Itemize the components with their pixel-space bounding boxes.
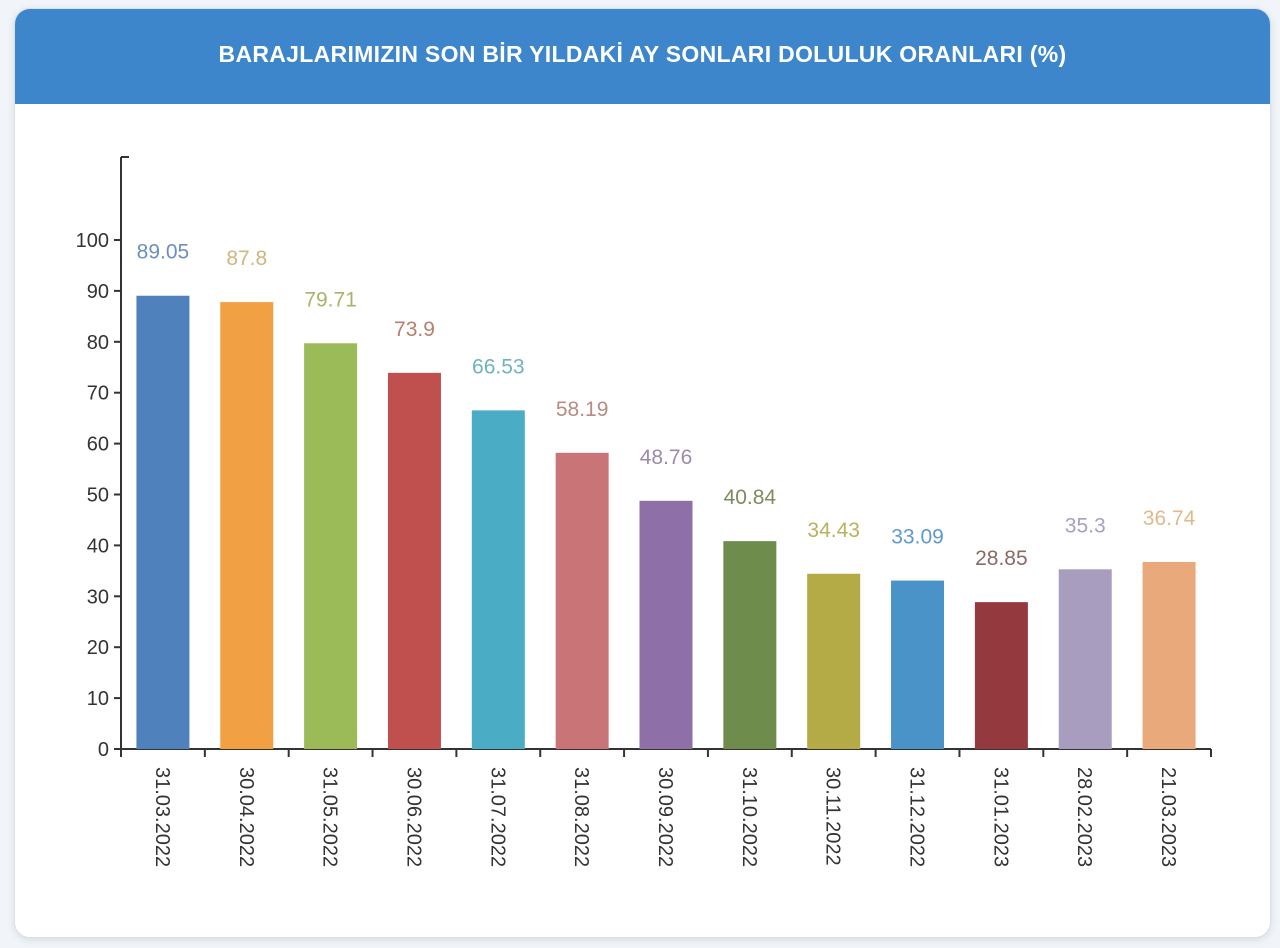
x-tick-label: 31.12.2022: [906, 767, 928, 867]
x-tick-label: 28.02.2023: [1073, 767, 1095, 867]
y-tick-label: 0: [98, 739, 109, 761]
x-tick-label: 21.03.2023: [1157, 767, 1179, 867]
x-tick-label: 30.06.2022: [402, 767, 424, 867]
data-label: 58.19: [556, 398, 609, 421]
y-tick-label: 20: [87, 637, 109, 659]
data-label: 87.8: [226, 247, 267, 270]
y-tick-label: 80: [87, 332, 109, 354]
x-tick-label: 31.01.2023: [989, 767, 1011, 867]
data-label: 89.05: [137, 241, 190, 264]
data-label: 73.9: [394, 318, 435, 341]
x-tick-label: 30.11.2022: [822, 767, 844, 866]
x-tick-label: 31.07.2022: [486, 767, 508, 867]
bar: [639, 500, 693, 749]
x-tick-label: 30.04.2022: [235, 767, 257, 867]
y-tick-label: 100: [76, 230, 109, 252]
data-label: 33.09: [891, 526, 944, 549]
bar: [723, 541, 777, 749]
chart-header: BARAJLARIMIZIN SON BİR YILDAKİ AY SONLAR…: [15, 9, 1270, 104]
x-tick-label: 31.10.2022: [738, 767, 760, 867]
y-tick-label: 30: [87, 586, 109, 608]
y-tick-label: 90: [87, 281, 109, 303]
data-label: 66.53: [472, 355, 525, 378]
data-label: 79.71: [304, 288, 357, 311]
bar: [471, 410, 525, 749]
data-label: 40.84: [724, 486, 777, 509]
bar-chart: 0 10 20 30 40 50 60 70 80 90 100 89.05 31.03.2022 87.…: [76, 156, 1212, 867]
bar: [891, 580, 945, 749]
x-tick-label: 31.08.2022: [570, 767, 592, 867]
bar: [387, 372, 441, 749]
data-label: 28.85: [975, 547, 1028, 570]
y-tick-label: 10: [87, 688, 109, 710]
x-tick-label: 31.05.2022: [319, 767, 341, 867]
chart-card: BARAJLARIMIZIN SON BİR YILDAKİ AY SONLAR…: [14, 8, 1271, 938]
y-tick-label: 50: [87, 485, 109, 507]
bar: [1142, 561, 1196, 749]
bar: [974, 602, 1028, 749]
bar: [807, 573, 861, 749]
chart-title: BARAJLARIMIZIN SON BİR YILDAKİ AY SONLAR…: [218, 41, 1067, 67]
data-label: 34.43: [807, 519, 860, 542]
y-tick-label: 70: [87, 383, 109, 405]
data-label: 35.3: [1065, 514, 1106, 537]
y-tick-label: 40: [87, 535, 109, 557]
bar: [1058, 569, 1112, 749]
bar: [555, 452, 609, 749]
bar: [136, 295, 190, 749]
data-label: 48.76: [640, 446, 693, 469]
x-tick-label: 31.03.2022: [151, 767, 173, 867]
bar: [304, 343, 358, 749]
y-tick-label: 60: [87, 434, 109, 456]
bar: [220, 302, 274, 749]
data-label: 36.74: [1143, 507, 1196, 530]
x-tick-label: 30.09.2022: [654, 767, 676, 867]
